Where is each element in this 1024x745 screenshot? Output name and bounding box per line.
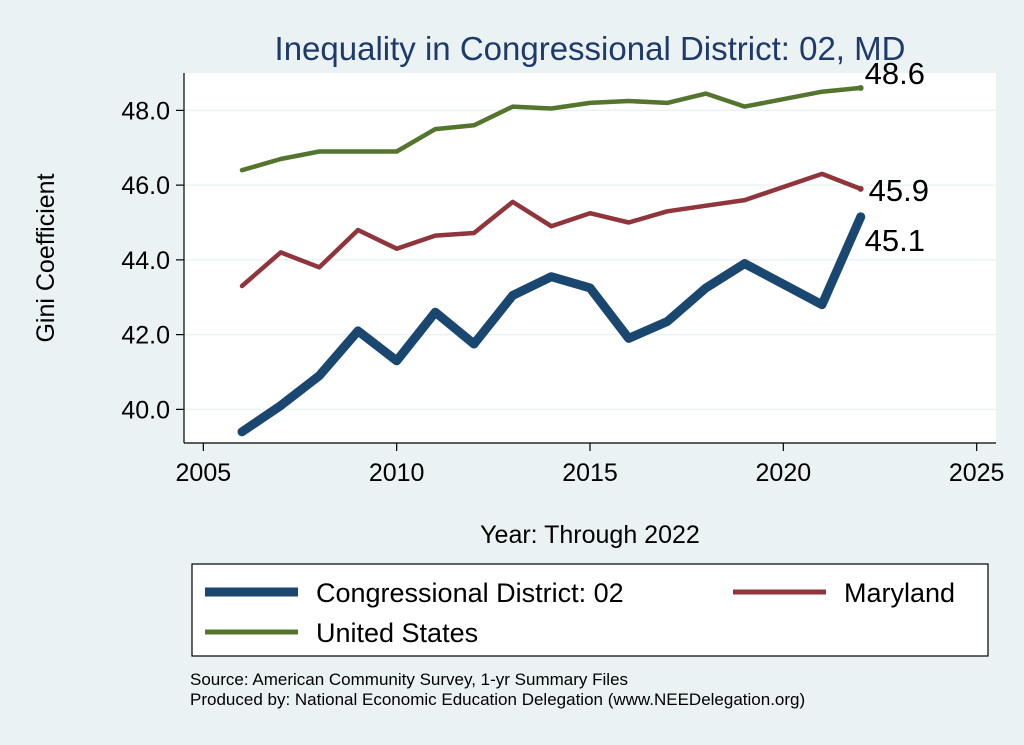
end-label-maryland: 45.9	[869, 173, 929, 208]
end-labels: 45.1 45.9 48.6	[865, 56, 929, 258]
series-end-point-maryland	[857, 185, 864, 192]
x-tick-label: 2020	[756, 459, 812, 487]
x-tick-label: 2025	[949, 459, 1005, 487]
y-tick-label: 48.0	[121, 97, 170, 125]
source-note: Source: American Community Survey, 1-yr …	[190, 670, 629, 689]
y-tick-label: 40.0	[121, 396, 170, 424]
x-tick-label: 2010	[369, 459, 425, 487]
series-line-congressional-district-02	[237, 212, 866, 437]
legend-label-maryland: Maryland	[844, 578, 955, 608]
x-ticks: 2005 2010 2015 2020 2025	[176, 443, 1005, 487]
legend-box	[191, 563, 989, 657]
end-label-united-states: 48.6	[865, 56, 925, 91]
end-label-congressional-district-02: 45.1	[865, 223, 925, 258]
series-line-maryland	[239, 171, 863, 289]
series-end-point-congressional-district-02	[856, 212, 866, 222]
legend: Congressional District: 02 Maryland Unit…	[191, 563, 989, 657]
legend-label-district: Congressional District: 02	[316, 578, 624, 608]
series-end-point-united-states	[857, 84, 864, 91]
x-axis-title: Year: Through 2022	[480, 521, 700, 549]
y-axis-title: Gini Coefficient	[32, 173, 60, 342]
source-notes: Source: American Community Survey, 1-yr …	[190, 670, 805, 710]
producer-note: Produced by: National Economic Education…	[190, 690, 806, 709]
y-tick-label: 46.0	[121, 172, 170, 200]
y-tick-label: 44.0	[121, 247, 170, 275]
chart-title: Inequality in Congressional District: 02…	[275, 30, 906, 67]
x-tick-label: 2015	[562, 459, 618, 487]
y-tick-label: 42.0	[121, 322, 170, 350]
grid-lines	[184, 109, 996, 411]
legend-label-united-states: United States	[316, 618, 478, 648]
y-ticks: 40.0 42.0 44.0 46.0 48.0	[121, 97, 184, 424]
series-lines	[237, 84, 866, 437]
x-tick-label: 2005	[176, 459, 232, 487]
series-line-united-states	[239, 85, 863, 173]
